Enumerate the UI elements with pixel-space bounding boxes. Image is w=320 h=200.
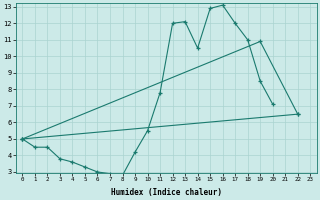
X-axis label: Humidex (Indice chaleur): Humidex (Indice chaleur) xyxy=(111,188,222,197)
